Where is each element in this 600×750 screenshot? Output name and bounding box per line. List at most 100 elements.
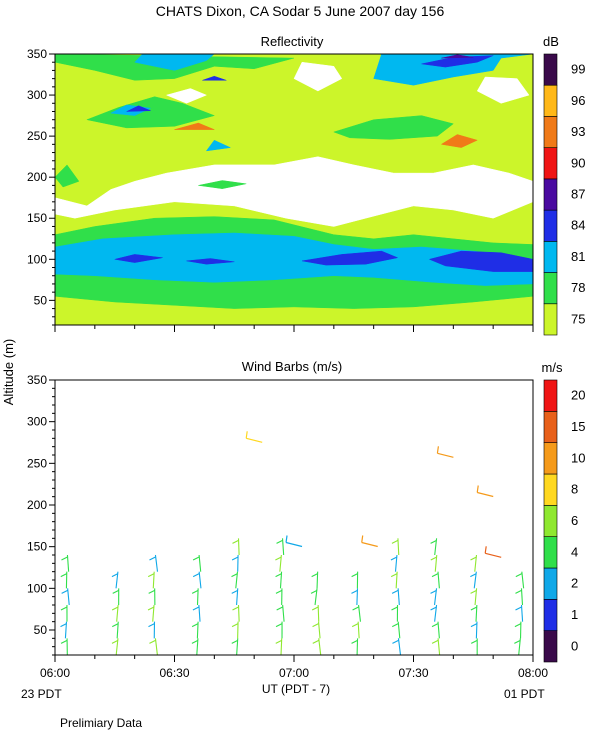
barb-shaft bbox=[116, 621, 119, 639]
barb-flag bbox=[149, 639, 156, 644]
barb-shaft bbox=[236, 588, 239, 606]
barb-flag bbox=[232, 539, 239, 544]
barb-shaft bbox=[474, 588, 478, 606]
refl-ytick-label-50: 50 bbox=[34, 293, 48, 307]
barb-shaft bbox=[196, 588, 199, 606]
preliminary-note: Prelimiary Data bbox=[60, 716, 142, 730]
barb-shaft bbox=[434, 538, 438, 556]
barb-shaft bbox=[196, 638, 199, 656]
wind-xtick-label-1: 06:30 bbox=[159, 666, 189, 680]
contour-region-white-2 bbox=[165, 88, 208, 104]
barb-shaft bbox=[434, 604, 438, 622]
barb-flag bbox=[149, 556, 156, 561]
barb-shaft bbox=[434, 554, 438, 572]
barb-flag bbox=[60, 639, 68, 644]
reflectivity-colorbar: 75 78 81 84 87 90 93 96 99 bbox=[543, 53, 585, 336]
barb-flag bbox=[470, 606, 478, 611]
wind-colorbar-label-6: 6 bbox=[571, 513, 578, 528]
barb-flag bbox=[192, 606, 200, 611]
barb-flag bbox=[431, 623, 439, 628]
barb-flag bbox=[312, 623, 319, 628]
barb-flag bbox=[111, 573, 119, 578]
wind-colorbar-label-2: 2 bbox=[571, 576, 578, 591]
refl-colorbar-swatch-4 bbox=[543, 178, 558, 211]
wind-ytick-label-50: 50 bbox=[34, 623, 48, 637]
barb-flag bbox=[232, 606, 239, 611]
barb-shaft bbox=[236, 638, 239, 656]
x-axis-label: UT (PDT - 7) bbox=[262, 682, 330, 696]
barb-shaft bbox=[358, 604, 362, 622]
wind-colorbar-label-4: 4 bbox=[571, 544, 578, 559]
barb-flag bbox=[275, 623, 283, 628]
barb-shaft bbox=[279, 571, 283, 589]
barb-flag bbox=[351, 623, 359, 628]
barb-shaft bbox=[196, 621, 199, 639]
wind-colorbar-swatch-4 bbox=[543, 505, 558, 537]
refl-ytick-label-200: 200 bbox=[27, 170, 47, 184]
contour-region-84-21 bbox=[421, 55, 494, 68]
barb-shaft bbox=[475, 604, 478, 622]
barb-shaft bbox=[317, 604, 320, 622]
barb-flag bbox=[430, 606, 437, 611]
refl-colorbar-label-99: 99 bbox=[571, 62, 585, 77]
barb-flag bbox=[111, 606, 119, 611]
wind-ytick-label-150: 150 bbox=[27, 540, 47, 554]
upper-barb-flag-2 bbox=[476, 485, 479, 493]
barb-shaft bbox=[318, 638, 322, 656]
contour-region-78-7 bbox=[333, 115, 454, 140]
wind-ytick-label-100: 100 bbox=[27, 581, 47, 595]
wind-colorbar-swatch-3 bbox=[543, 536, 558, 569]
barb-flag bbox=[276, 606, 283, 611]
refl-colorbar-swatch-3 bbox=[543, 209, 558, 242]
upper-barb-shaft-3 bbox=[361, 541, 378, 548]
barb-shaft bbox=[154, 554, 159, 572]
barb-shaft bbox=[521, 571, 525, 589]
contour-region-78-8 bbox=[198, 180, 247, 189]
refl-colorbar-swatch-7 bbox=[543, 84, 558, 117]
barb-flag bbox=[191, 623, 199, 628]
barb-flag bbox=[515, 573, 523, 578]
barb-flag bbox=[60, 573, 68, 578]
barb-flag bbox=[391, 606, 398, 611]
wind-colorbar-label-20: 20 bbox=[571, 388, 585, 403]
page-title: CHATS Dixon, CA Sodar 5 June 2007 day 15… bbox=[156, 3, 445, 19]
barb-flag bbox=[191, 589, 199, 594]
refl-ytick-label-100: 100 bbox=[27, 252, 47, 266]
barb-shaft bbox=[152, 604, 155, 622]
barb-flag bbox=[470, 573, 477, 578]
barb-flag bbox=[515, 606, 522, 611]
reflectivity-x-ticks bbox=[54, 325, 534, 332]
barb-shaft bbox=[518, 638, 521, 656]
refl-colorbar-swatch-2 bbox=[543, 241, 558, 273]
wind-ytick-label-200: 200 bbox=[27, 498, 47, 512]
barb-shaft bbox=[316, 571, 319, 589]
wind-xtick-label-0: 06:00 bbox=[40, 666, 70, 680]
barb-shaft bbox=[152, 571, 155, 589]
barb-shaft bbox=[198, 604, 201, 622]
barb-flag bbox=[148, 589, 155, 594]
reflectivity-colorbar-unit: dB bbox=[543, 34, 559, 49]
refl-ytick-label-250: 250 bbox=[27, 129, 47, 143]
refl-colorbar-label-78: 78 bbox=[571, 280, 585, 295]
barb-flag bbox=[112, 589, 119, 594]
wind-colorbar-swatch-1 bbox=[543, 599, 558, 631]
contour-region-93-24 bbox=[174, 122, 215, 130]
contour-region-93-23 bbox=[440, 134, 478, 148]
wind-colorbar-label-1: 1 bbox=[571, 607, 578, 622]
barb-flag bbox=[231, 589, 238, 594]
refl-colorbar-swatch-1 bbox=[543, 272, 558, 305]
barb-flag bbox=[147, 573, 155, 578]
refl-colorbar-swatch-0 bbox=[543, 303, 558, 336]
wind-colorbar-swatch-6 bbox=[543, 442, 558, 475]
barb-shaft bbox=[475, 621, 478, 639]
barb-flag bbox=[148, 623, 155, 628]
barb-shaft bbox=[356, 588, 359, 606]
barb-shaft bbox=[115, 638, 119, 656]
upper-barb-shaft-2 bbox=[477, 491, 494, 498]
barb-flag bbox=[112, 623, 119, 628]
barb-flag bbox=[231, 573, 238, 578]
wind-colorbar-label-15: 15 bbox=[571, 419, 585, 434]
reflectivity-contours bbox=[54, 53, 534, 325]
barb-flag bbox=[192, 573, 200, 578]
